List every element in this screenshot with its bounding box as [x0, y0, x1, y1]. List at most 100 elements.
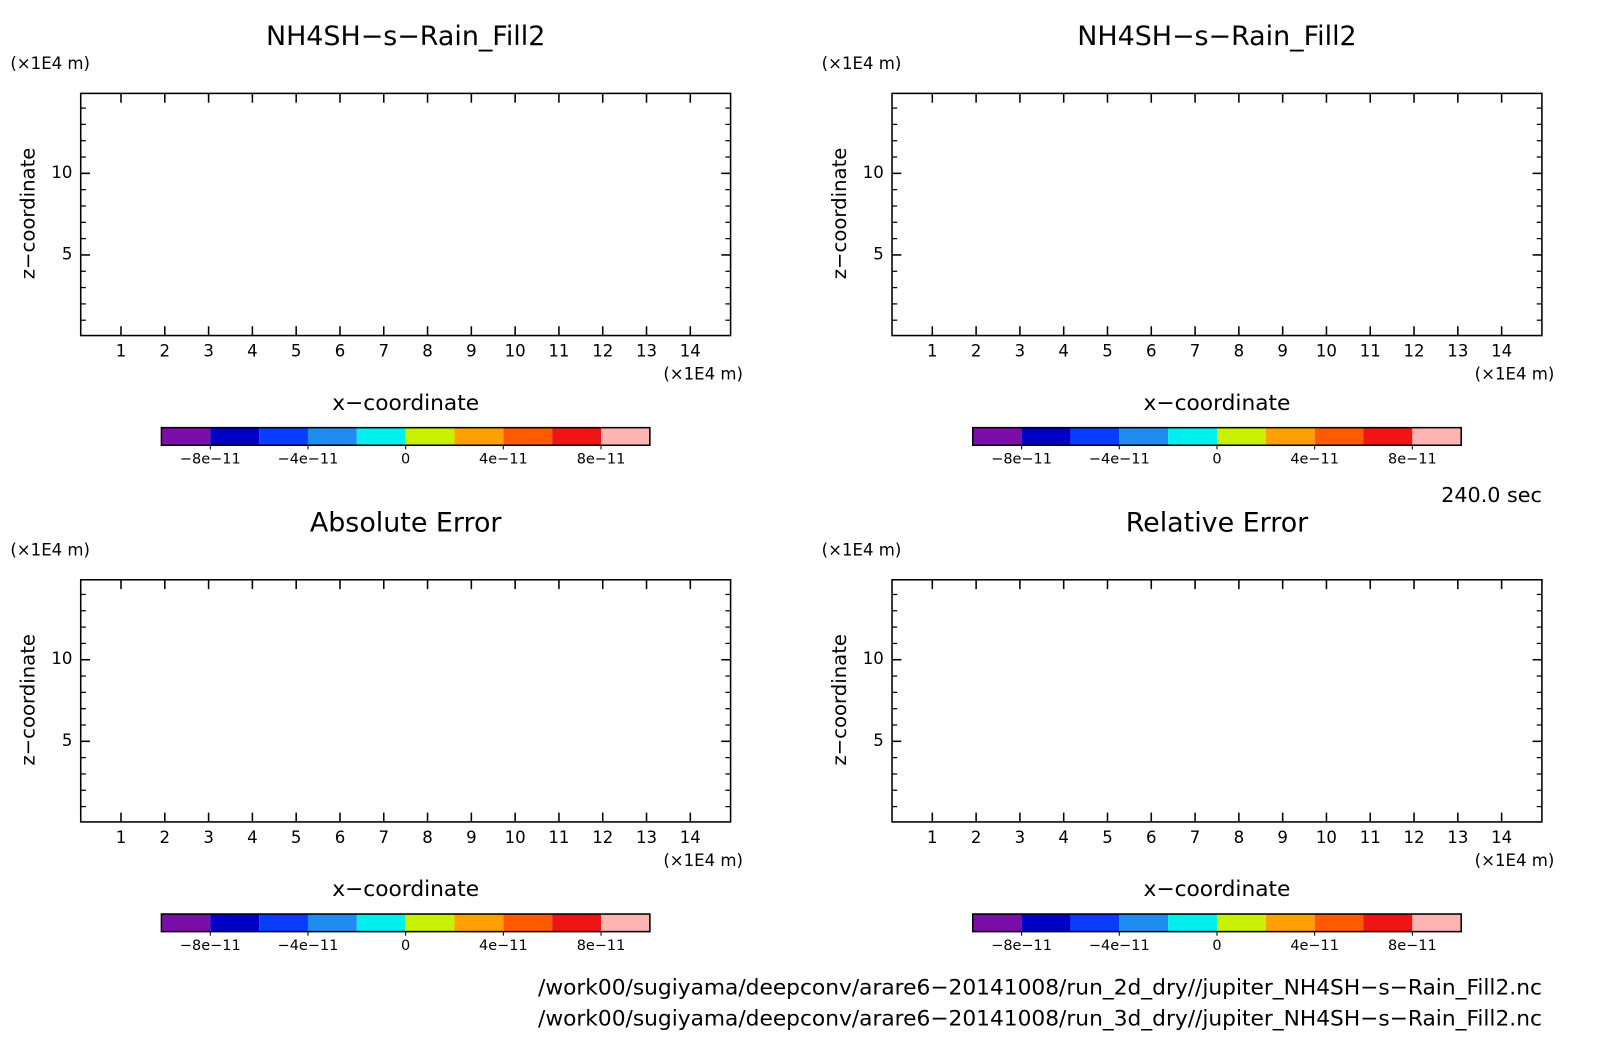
y-unit: (×1E4 m) [822, 54, 902, 73]
y-tick-label: 10 [863, 649, 884, 668]
x-tick-label: 14 [680, 828, 701, 847]
colorbar-swatch [356, 427, 406, 446]
colorbar-tick-label: 4e−11 [479, 452, 528, 468]
x-tick-label: 13 [636, 342, 657, 361]
x-tick-label: 9 [1277, 828, 1288, 847]
y-axis-label: z−coordinate [16, 148, 39, 280]
colorbar-swatch [307, 427, 357, 446]
colorbar-tick-label: 8e−11 [1388, 452, 1437, 468]
y-tick-label: 5 [62, 731, 73, 750]
x-axis-label: x−coordinate [1144, 391, 1291, 416]
x-tick-label: 4 [247, 828, 258, 847]
colorbar-swatch [1216, 427, 1266, 446]
x-tick-label: 3 [1015, 828, 1026, 847]
y-tick-label: 5 [62, 244, 73, 263]
y-tick-label: 10 [51, 163, 72, 182]
colorbar-tick-label: 8e−11 [577, 452, 626, 468]
x-tick-label: 9 [466, 828, 477, 847]
x-tick-label: 3 [1015, 342, 1026, 361]
x-tick-label: 6 [335, 342, 346, 361]
panel-title: NH4SH−s−Rain_Fill2 [266, 21, 545, 52]
colorbar-swatch [161, 914, 211, 932]
x-tick-label: 5 [291, 342, 302, 361]
colorbar-tick-label: −4e−11 [278, 938, 339, 954]
x-tick-label: 4 [247, 342, 258, 361]
x-tick-label: 12 [1404, 828, 1425, 847]
colorbar-tick-label: −4e−11 [1089, 938, 1150, 954]
y-tick-label: 5 [873, 244, 884, 263]
x-tick-label: 9 [466, 342, 477, 361]
colorbar-swatch [601, 427, 650, 446]
x-axis-label: x−coordinate [332, 877, 479, 902]
colorbar-swatch [1412, 427, 1462, 446]
x-axis-label: x−coordinate [1144, 877, 1291, 902]
x-tick-label: 6 [1146, 828, 1157, 847]
x-tick-label: 2 [971, 828, 982, 847]
colorbar-swatch [259, 427, 308, 446]
x-tick-label: 1 [116, 828, 127, 847]
panel-title: Absolute Error [310, 507, 503, 538]
colorbar-swatch [1265, 427, 1315, 446]
colorbar-tick-label: 0 [401, 938, 410, 954]
plot-frame [79, 579, 732, 823]
colorbar-tick-label: 0 [1212, 938, 1221, 954]
x-tick-label: 6 [335, 828, 346, 847]
x-tick-label: 1 [116, 342, 127, 361]
colorbar-swatch [1119, 427, 1169, 446]
colorbar-tick-label: −8e−11 [991, 938, 1052, 954]
x-tick-label: 6 [1146, 342, 1157, 361]
x-tick-label: 10 [1316, 342, 1337, 361]
colorbar-swatch [210, 914, 260, 932]
x-tick-label: 2 [971, 342, 982, 361]
colorbar-swatch [405, 914, 455, 932]
colorbar-swatch [1412, 914, 1462, 932]
y-axis-label: z−coordinate [828, 148, 851, 280]
x-tick-label: 8 [422, 828, 433, 847]
x-tick-label: 5 [1102, 342, 1113, 361]
colorbar-swatch [454, 914, 504, 932]
colorbar-tick-label: −4e−11 [278, 452, 339, 468]
colorbar-swatch [161, 427, 211, 446]
colorbar-swatch [259, 914, 308, 932]
x-tick-label: 10 [505, 342, 526, 361]
x-tick-label: 11 [1360, 342, 1381, 361]
x-tick-label: 8 [1234, 828, 1245, 847]
colorbar-swatch [1216, 914, 1266, 932]
colorbar-swatch [1265, 914, 1315, 932]
colorbar-swatch [1168, 427, 1217, 446]
x-tick-label: 2 [160, 342, 171, 361]
panel-title: NH4SH−s−Rain_Fill2 [1077, 21, 1356, 52]
x-tick-label: 10 [505, 828, 526, 847]
colorbar-tick-label: −8e−11 [180, 452, 241, 468]
colorbar-swatch [503, 914, 553, 932]
x-tick-label: 14 [680, 342, 701, 361]
x-tick-label: 7 [378, 342, 389, 361]
x-tick-label: 7 [378, 828, 389, 847]
colorbar-tick-label: −8e−11 [991, 452, 1052, 468]
x-tick-label: 5 [1102, 828, 1113, 847]
x-tick-label: 10 [1316, 828, 1337, 847]
panel-title: Relative Error [1126, 507, 1309, 538]
colorbar-swatch [552, 427, 602, 446]
x-tick-label: 13 [636, 828, 657, 847]
colorbar-swatch [1314, 914, 1364, 932]
colorbar-tick-label: 0 [401, 452, 410, 468]
colorbar-swatch [1363, 914, 1413, 932]
x-tick-label: 2 [160, 828, 171, 847]
x-tick-label: 11 [1360, 828, 1381, 847]
y-unit: (×1E4 m) [10, 54, 90, 73]
x-tick-label: 12 [592, 828, 613, 847]
y-tick-label: 5 [873, 731, 884, 750]
colorbar-swatch [972, 427, 1022, 446]
y-tick-label: 10 [863, 163, 884, 182]
colorbar-tick-label: 8e−11 [577, 938, 626, 954]
x-tick-label: 11 [548, 828, 569, 847]
x-axis-label: x−coordinate [332, 391, 479, 416]
colorbar-swatch [307, 914, 357, 932]
colorbar-swatch [1314, 427, 1364, 446]
colorbar-swatch [1363, 427, 1413, 446]
x-tick-label: 14 [1491, 342, 1512, 361]
x-tick-label: 11 [548, 342, 569, 361]
x-tick-label: 1 [927, 828, 938, 847]
x-tick-label: 7 [1190, 828, 1201, 847]
